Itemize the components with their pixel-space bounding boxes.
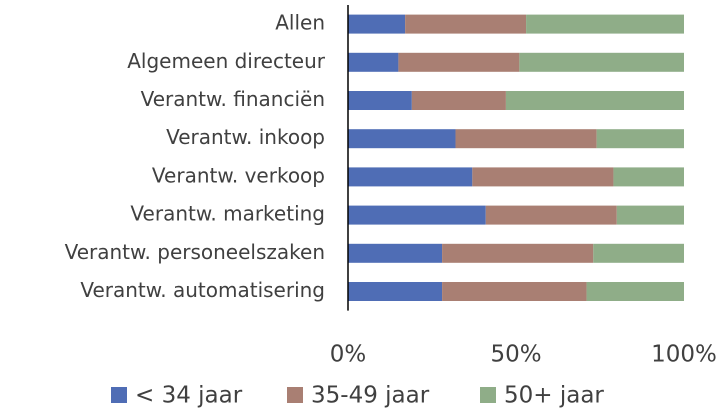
bar-segment <box>411 91 506 110</box>
bar-segment <box>348 91 412 110</box>
bar-segment <box>348 282 443 301</box>
bar-segment <box>348 243 443 263</box>
legend-label: 35-49 jaar <box>311 383 430 409</box>
bar-segment <box>526 14 684 34</box>
bar-segment <box>442 243 594 263</box>
bar-segment <box>616 205 684 225</box>
bar-segment <box>348 129 456 149</box>
bar-segment <box>348 205 486 225</box>
bar-segment <box>613 167 684 187</box>
x-tick-label: 50% <box>490 342 541 368</box>
bar-segment <box>398 52 520 72</box>
legend-swatch <box>480 387 496 403</box>
bar-segment <box>586 282 684 301</box>
bar-segment <box>348 52 399 72</box>
category-label: Allen <box>275 11 325 35</box>
bar-segment <box>442 282 587 301</box>
category-label: Verantw. inkoop <box>166 125 325 149</box>
bar-segment <box>593 243 684 263</box>
category-label: Verantw. personeelszaken <box>65 240 325 264</box>
x-tick-label: 0% <box>330 342 367 368</box>
bar-segment <box>596 129 684 149</box>
bar-segment <box>455 129 597 149</box>
bar-segment <box>348 14 406 34</box>
category-label: Verantw. financiën <box>141 87 325 111</box>
bar-segment <box>519 52 684 72</box>
bar-segment <box>348 167 473 187</box>
legend-label: < 34 jaar <box>135 383 243 409</box>
bar-segment <box>505 91 684 110</box>
legend-swatch <box>111 387 127 403</box>
x-tick-label: 100% <box>651 342 717 368</box>
bar-segment <box>472 167 614 187</box>
bar-segment <box>405 14 527 34</box>
category-label: Verantw. automatisering <box>80 278 325 302</box>
bar-segment <box>485 205 617 225</box>
category-label: Verantw. verkoop <box>152 163 325 187</box>
legend-label: 50+ jaar <box>504 383 604 409</box>
category-label: Algemeen directeur <box>127 49 326 73</box>
category-label: Verantw. marketing <box>130 202 325 226</box>
legend-swatch <box>287 387 303 403</box>
